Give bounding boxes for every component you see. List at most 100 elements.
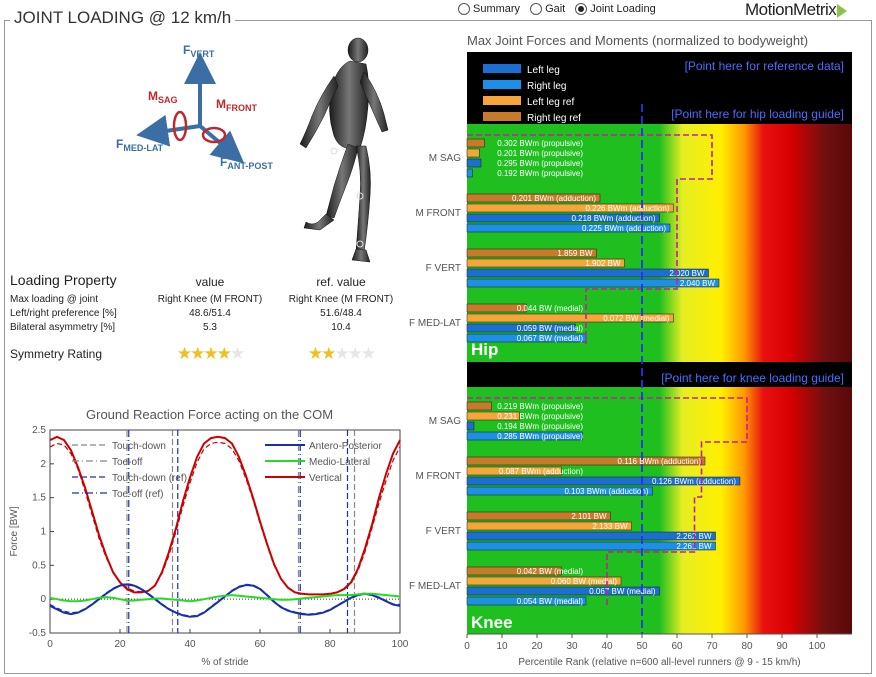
grf-chart: -0.500.511.522.50 20 40 60 80 100% of strideF…	[9, 425, 409, 668]
bar-value-label: 0.201 BWm (propulsive)	[497, 149, 583, 158]
bar	[466, 421, 475, 431]
bar	[466, 268, 709, 278]
bar-value-label: 0.116 BWm (adduction)	[618, 457, 702, 466]
svg-text:MFRONT: MFRONT	[216, 97, 257, 113]
bar	[466, 158, 482, 168]
legend-label: Touch-down (ref)	[112, 473, 187, 484]
panel-separator	[467, 362, 852, 387]
x-tick-label: 40	[184, 639, 196, 650]
legend-swatch	[483, 64, 521, 73]
bar-value-label: 2.101 BW	[571, 512, 607, 521]
star-filled-icon: ★	[203, 344, 218, 363]
row-ref-value: 10.4	[331, 322, 351, 333]
view-option-label: Summary	[473, 3, 521, 15]
svg-text:FVERT: FVERT	[183, 43, 215, 59]
m-front-label: M	[216, 97, 226, 111]
view-option-label: Gait	[545, 3, 566, 15]
bar	[466, 596, 587, 606]
row-value: Right Knee (M FRONT)	[157, 294, 263, 305]
f-medlat-arrow	[136, 114, 201, 147]
bar	[466, 401, 492, 411]
legend-label: Right leg ref	[527, 113, 581, 124]
bar	[466, 511, 611, 521]
x-tick-label: 80	[324, 639, 336, 650]
x-tick-label: 0	[47, 639, 53, 650]
x-tick-label: 80	[741, 641, 753, 652]
view-option-summary[interactable]: Summary	[458, 3, 520, 15]
x-tick-label: 60	[671, 641, 683, 652]
bar-value-label: 0.103 BWm (adduction)	[564, 487, 648, 496]
legend-label: Left leg ref	[527, 97, 574, 108]
bar-value-label: 0.059 BW (medial)	[517, 324, 584, 333]
row-value: 48.6/51.4	[189, 308, 231, 319]
view-option-gait[interactable]: Gait	[530, 3, 565, 15]
star-filled-icon: ★	[190, 344, 205, 363]
bar	[466, 486, 653, 496]
bar-value-label: 0.285 BWm (propulsive)	[497, 432, 583, 441]
bar-value-label: 0.219 BWm (propulsive)	[497, 402, 583, 411]
bar-value-label: 0.042 BW (medial)	[517, 567, 584, 576]
x-tick-label: 90	[776, 641, 788, 652]
x-tick-label: 100	[392, 639, 409, 650]
legend-swatch	[483, 112, 521, 121]
symmetry-row: Symmetry Rating ★★★★★ ★★★★★	[10, 344, 430, 364]
series-line	[49, 592, 401, 603]
f-medlat-sub: MED-LAT	[123, 143, 163, 153]
bar	[466, 148, 480, 158]
bar-value-label: 2.040 BW	[680, 279, 716, 288]
row-value: 5.3	[203, 322, 217, 333]
star-empty-icon: ★	[347, 344, 363, 363]
legend-label: Medio-Lateral	[309, 457, 370, 468]
m-sag-label: M	[148, 89, 158, 103]
x-tick-label: 20	[531, 641, 543, 652]
x-tick-label: 50	[636, 641, 648, 652]
view-option-joint-loading[interactable]: Joint Loading	[575, 3, 656, 15]
star-empty-icon: ★	[229, 344, 245, 363]
bar	[466, 531, 716, 541]
bar-value-label: 0.194 BWm (propulsive)	[497, 422, 583, 431]
group-label: F MED-LAT	[409, 318, 461, 329]
bar-value-label: 0.067 BW (medial)	[589, 587, 656, 596]
bar-value-label: 1.902 BW	[585, 259, 621, 268]
group-label: M FRONT	[415, 208, 461, 219]
bar	[466, 586, 660, 596]
knee-joint-marker	[356, 192, 364, 200]
bar	[466, 213, 660, 223]
series-line	[49, 441, 401, 595]
bar-value-label: 0.054 BW (medial)	[517, 597, 584, 606]
bar-value-label: 0.192 BWm (propulsive)	[497, 169, 583, 178]
bar-value-label: 0.044 BW (medial)	[517, 304, 584, 313]
group-label: F MED-LAT	[409, 581, 461, 592]
table-header: Loading Property value ref. value	[10, 272, 430, 289]
m-sag-sub: SAG	[158, 95, 178, 105]
bar	[466, 411, 520, 421]
svg-text:FMED-LAT: FMED-LAT	[116, 137, 164, 153]
percentile-panel	[467, 124, 852, 362]
bar	[466, 138, 485, 148]
bar-value-label: 0.067 BW (medial)	[517, 334, 584, 343]
group-label: M SAG	[429, 416, 461, 427]
legend-swatch	[483, 96, 521, 105]
bar-value-label: 0.060 BW (medial)	[551, 577, 618, 586]
loading-guide-line	[467, 397, 748, 607]
y-tick-label: 1.5	[32, 493, 46, 504]
view-option-label: Joint Loading	[590, 3, 656, 15]
bar	[466, 193, 601, 203]
star-filled-icon: ★	[176, 344, 192, 363]
bar-value-label: 0.072 BW (medial)	[603, 314, 670, 323]
legend-panel	[467, 52, 852, 124]
brand-logo: MotionMetrix	[745, 0, 848, 20]
hip-joint-marker	[330, 147, 338, 155]
reference-data-link: [Point here for reference data]	[685, 59, 844, 73]
force-moment-diagram: FVERT MSAG MFRONT FMED-LAT FANT-POST	[116, 43, 273, 171]
bar	[466, 248, 597, 258]
logo-text: MotionMetrix	[745, 0, 837, 19]
bar	[466, 313, 674, 323]
star-empty-icon: ★	[334, 344, 349, 363]
loading-guide-line	[467, 134, 713, 344]
f-antpost-label: F	[220, 155, 227, 169]
y-tick-label: 0	[40, 594, 46, 605]
bar	[466, 431, 583, 441]
bar-value-label: 0.231 BWm (propulsive)	[497, 412, 583, 421]
table-row: Max loading @ joint Right Knee (M FRONT)…	[10, 294, 430, 307]
